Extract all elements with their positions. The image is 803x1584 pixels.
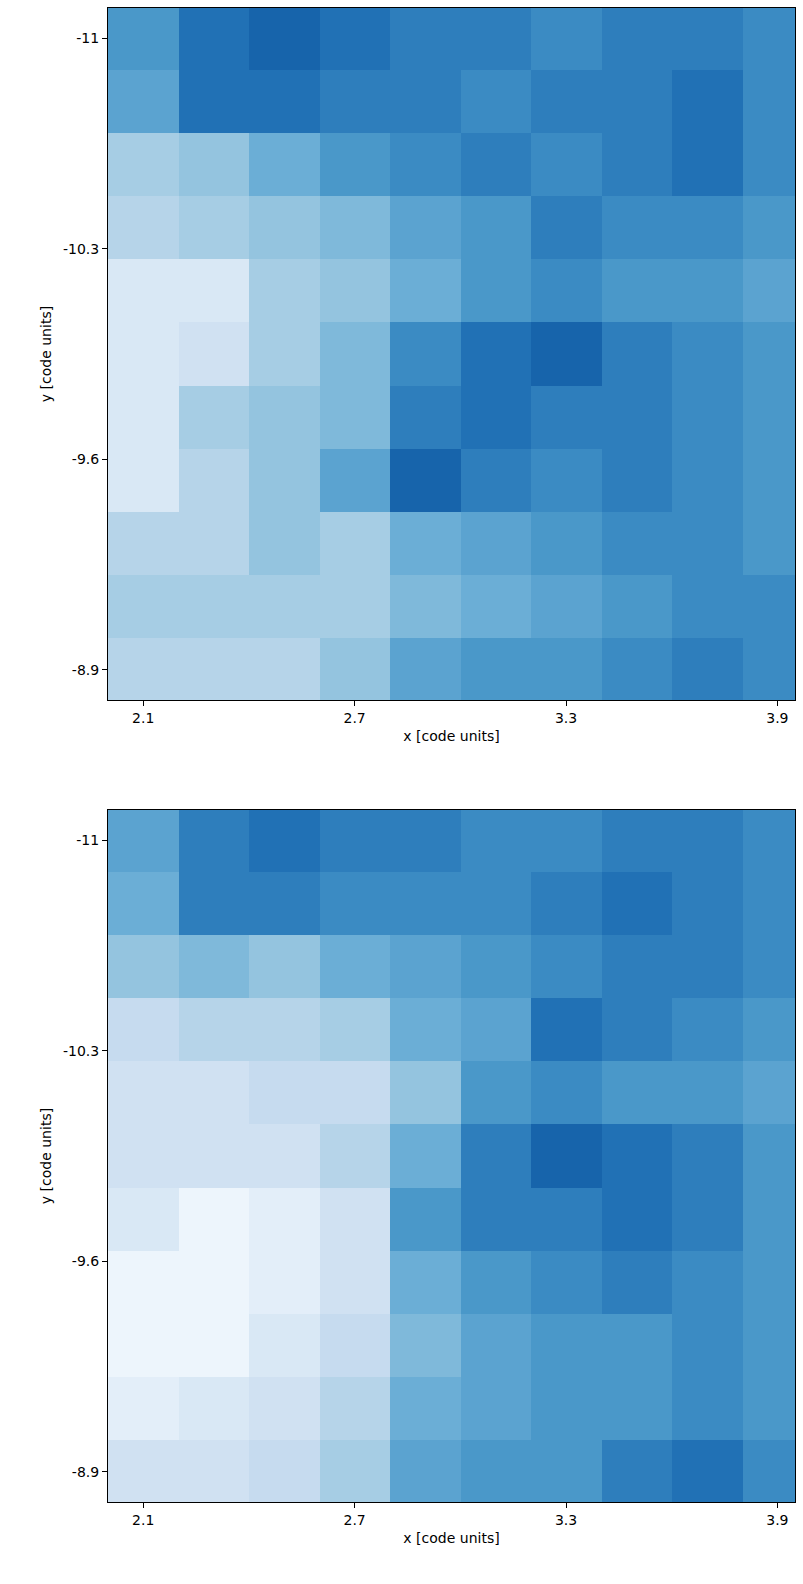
svg-text:-8.9: -8.9 (72, 1464, 99, 1480)
svg-text:-11: -11 (76, 832, 99, 848)
svg-text:y [code units]: y [code units] (38, 1108, 54, 1204)
svg-text:3.3: 3.3 (555, 1512, 577, 1528)
svg-text:2.7: 2.7 (343, 710, 365, 726)
svg-text:2.7: 2.7 (343, 1512, 365, 1528)
svg-text:-9.6: -9.6 (72, 1253, 99, 1269)
svg-text:x [code units]: x [code units] (403, 728, 499, 744)
svg-text:3.3: 3.3 (555, 710, 577, 726)
svg-text:-10.3: -10.3 (63, 241, 99, 257)
svg-text:2.1: 2.1 (132, 710, 154, 726)
svg-text:x [code units]: x [code units] (403, 1530, 499, 1546)
svg-text:y [code units]: y [code units] (38, 306, 54, 402)
svg-text:-10.3: -10.3 (63, 1043, 99, 1059)
svg-text:-9.6: -9.6 (72, 451, 99, 467)
svg-text:3.9: 3.9 (766, 710, 788, 726)
svg-text:2.1: 2.1 (132, 1512, 154, 1528)
svg-text:-11: -11 (76, 30, 99, 46)
svg-text:3.9: 3.9 (766, 1512, 788, 1528)
svg-text:-8.9: -8.9 (72, 662, 99, 678)
